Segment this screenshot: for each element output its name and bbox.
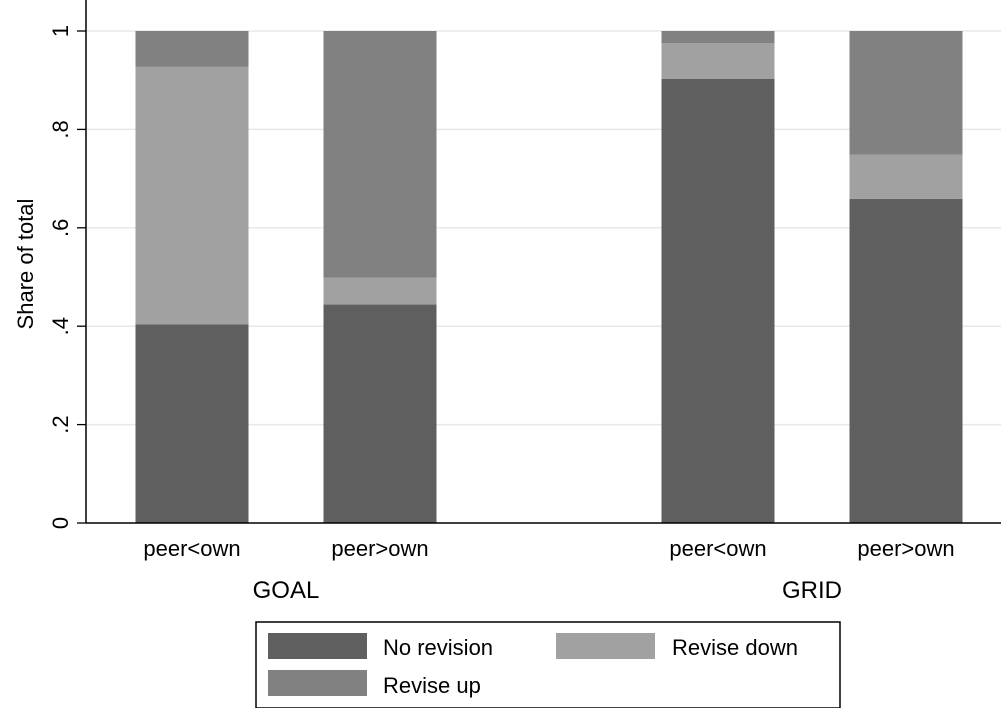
y-tick-label: .4 (48, 317, 73, 335)
bar-segment (849, 31, 963, 155)
bar-segment (323, 304, 437, 523)
legend-swatch (268, 670, 367, 696)
group-label: GRID (782, 577, 842, 604)
axes: 0 .2 .4 .6 .8 1 (48, 0, 1001, 529)
bar-segment (849, 154, 963, 199)
y-axis-title: Share of total (13, 199, 38, 330)
bar-segment (661, 78, 775, 523)
bar-segment (661, 31, 775, 44)
y-tick-label: 1 (48, 25, 73, 37)
legend-swatch (268, 633, 367, 659)
group-label: GOAL (253, 577, 320, 604)
bar-segment (135, 324, 249, 523)
y-tick-label: 0 (48, 517, 73, 529)
bar-segment (135, 66, 249, 325)
category-labels: peer<own peer>own peer<own peer>own GOAL GRID (143, 536, 954, 604)
bars (135, 31, 963, 523)
category-label: peer<own (143, 536, 240, 561)
bar-segment (661, 43, 775, 79)
y-tick-label: .2 (48, 415, 73, 433)
y-tick-label: .6 (48, 219, 73, 237)
bar-segment (323, 277, 437, 305)
category-label: peer>own (331, 536, 428, 561)
legend: No revision Revise down Revise up (255, 621, 841, 708)
legend-swatch (556, 633, 655, 659)
legend-label: No revision (383, 635, 493, 660)
legend-label: Revise up (383, 673, 481, 698)
legend-label: Revise down (672, 635, 798, 660)
y-tick-label: .8 (48, 120, 73, 138)
bar-segment (323, 31, 437, 278)
category-label: peer>own (857, 536, 954, 561)
category-label: peer<own (669, 536, 766, 561)
bar-segment (135, 31, 249, 67)
bar-segment (849, 198, 963, 523)
